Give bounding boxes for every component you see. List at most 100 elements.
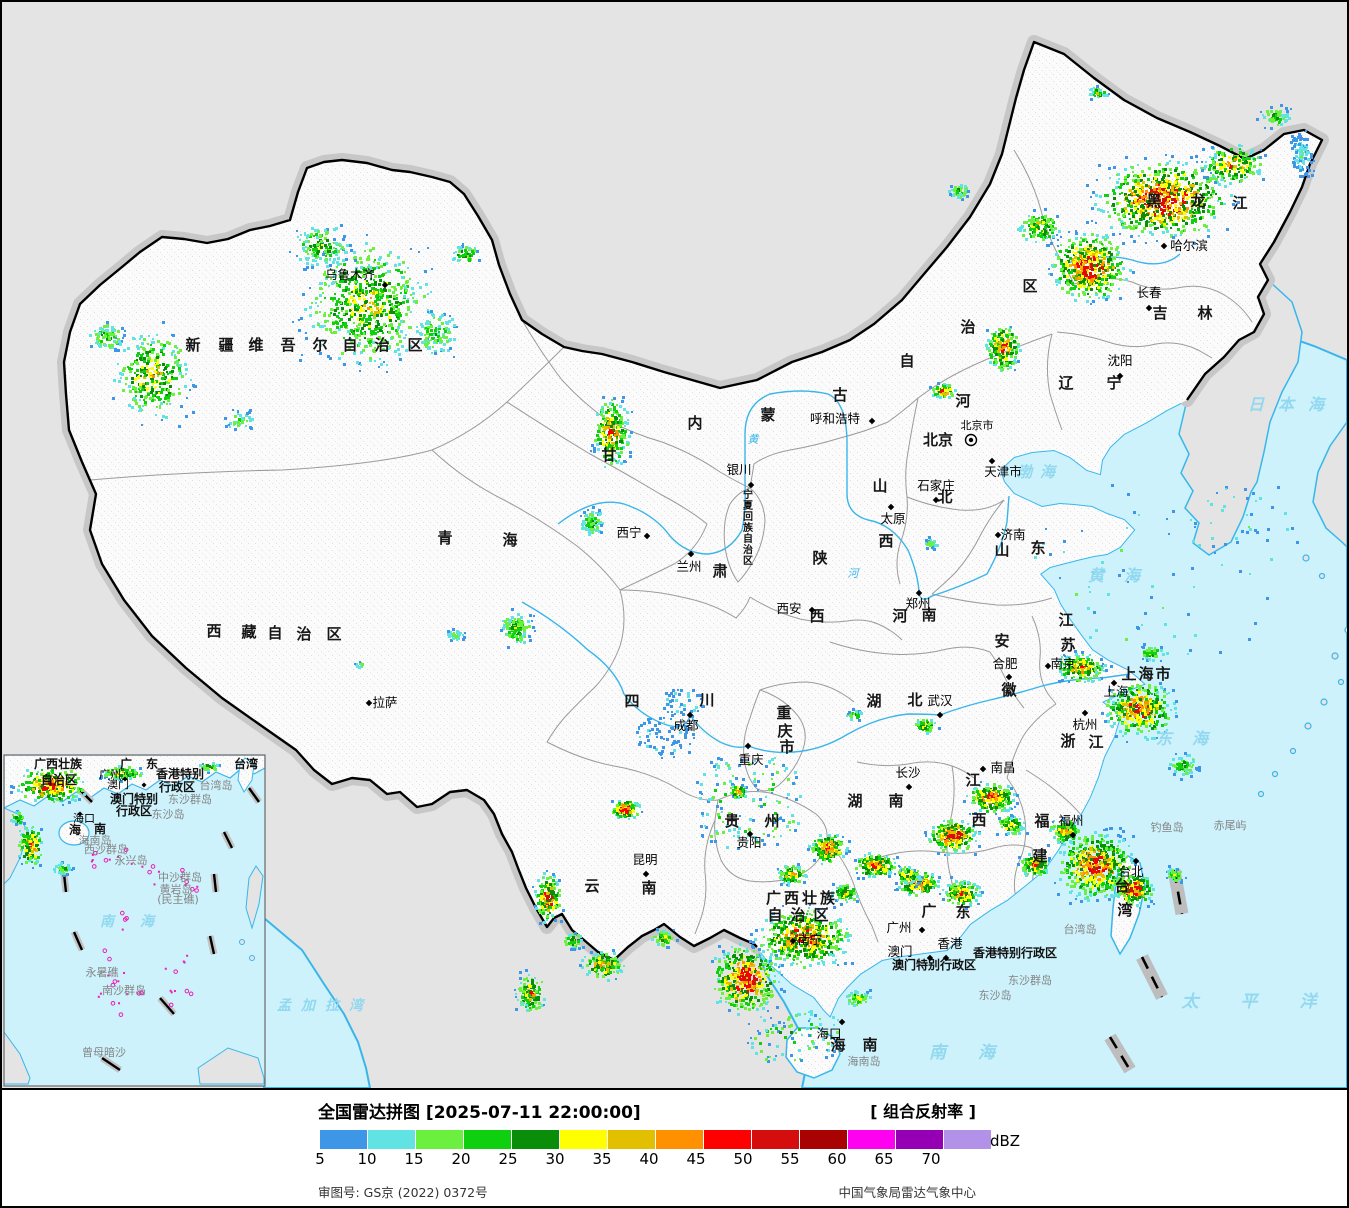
inset-label: 东沙群岛 <box>168 792 212 806</box>
legend-value: 15 <box>404 1150 424 1168</box>
city-label: 银川 <box>726 462 751 477</box>
sea-label: 太平洋 <box>1181 992 1348 1012</box>
province-label: 新 <box>185 336 200 354</box>
province-label: 湖 <box>866 692 881 710</box>
province-label: 青 <box>437 529 452 547</box>
map-approval-number: 审图号: GS京 (2022) 0372号 <box>318 1185 488 1200</box>
island-label: 海南岛 <box>848 1054 881 1068</box>
island-label: 钓鱼岛 <box>1151 820 1184 834</box>
legend-swatch <box>415 1130 463 1149</box>
city-marker <box>141 782 147 788</box>
legend-swatch <box>367 1130 415 1149</box>
radar-echoes <box>89 85 1315 1063</box>
city-marker <box>1069 831 1077 839</box>
inset-dash <box>72 931 84 951</box>
province-label: 川 <box>698 691 714 709</box>
inset-hainan <box>58 820 90 846</box>
city-label: 澳门 <box>887 944 912 959</box>
city-marker <box>642 870 650 878</box>
city-label: 成都 <box>673 718 699 733</box>
island <box>1289 747 1297 755</box>
city-label: 天津市 <box>984 464 1022 479</box>
province-label: 山 <box>994 541 1009 559</box>
city-label: 武汉 <box>927 693 953 708</box>
inset-label: 海口 <box>73 811 95 825</box>
inset-label: 黄岩岛 <box>160 882 193 896</box>
dash-line <box>1108 1036 1132 1071</box>
capital-symbol-core <box>968 437 974 443</box>
city-label: 西安 <box>776 601 801 616</box>
province-label: 南 <box>888 792 903 810</box>
province-label: 市 <box>779 738 794 756</box>
legend-swatch <box>607 1130 655 1149</box>
legend-value: 10 <box>357 1150 377 1168</box>
inset-dash <box>159 997 175 1015</box>
city-label: 香港 <box>937 936 963 951</box>
province-label: 自 <box>342 336 357 354</box>
island-label: 东沙群岛 <box>1008 973 1052 987</box>
city-marker <box>1005 673 1013 681</box>
city-marker <box>686 711 694 719</box>
city-label: 太原 <box>880 511 905 526</box>
city-marker <box>643 532 651 540</box>
inset-label: 南 <box>94 821 106 836</box>
city-marker <box>979 765 987 773</box>
island <box>1320 698 1328 706</box>
capital-sub-label: 北京市 <box>961 418 994 432</box>
inset-border <box>3 754 266 1087</box>
province-label: 区 <box>326 625 341 643</box>
province-label: 北 <box>907 691 922 709</box>
island <box>1302 554 1310 562</box>
province-label: 甘 <box>601 446 616 464</box>
city-label: 哈尔滨 <box>1170 238 1208 253</box>
province-label: 自治区 <box>767 906 836 924</box>
province-label: 治 <box>374 336 389 354</box>
island-label: 东沙岛 <box>979 988 1012 1002</box>
legend-value: 30 <box>545 1150 565 1168</box>
province-label: 贵 <box>724 812 739 830</box>
province-label: 黑 <box>1146 192 1161 210</box>
inset-sea-label: 南海 <box>100 913 180 930</box>
city-marker <box>1145 304 1153 312</box>
city-marker <box>687 550 695 558</box>
inset-label: (民主礁) <box>157 892 199 906</box>
island <box>1344 626 1347 634</box>
inset-malay <box>4 1031 31 1085</box>
legend-swatch <box>559 1130 607 1149</box>
national-border <box>62 40 1324 962</box>
inset-borneo <box>197 1047 265 1085</box>
product-label: [ 组合反射率 ] <box>870 1102 976 1121</box>
province-label: 湖 <box>847 792 862 810</box>
inset-taiwan <box>237 757 255 793</box>
city-marker <box>365 699 373 707</box>
city-label: 杭州 <box>1072 717 1097 732</box>
city-marker <box>905 783 913 791</box>
province-label: 江 <box>965 771 980 789</box>
city-marker <box>744 742 752 750</box>
city-label: 济南 <box>1000 527 1025 542</box>
province-label: 区 <box>407 336 422 354</box>
city-label: 郑州 <box>905 596 930 611</box>
legend-value: 25 <box>498 1150 518 1168</box>
province-label: 江 <box>1232 194 1247 212</box>
province-label: 海 <box>502 531 517 549</box>
province-label: 吾 <box>280 336 295 354</box>
city-label: 重庆 <box>738 752 764 767</box>
province-label: 河 <box>892 607 907 625</box>
city-label: 昆明 <box>632 852 657 867</box>
city-label: 长沙 <box>895 765 921 780</box>
province-label: 海 <box>830 1036 845 1054</box>
inset-label: 东 <box>146 756 158 771</box>
sea-label: 南海 <box>929 1043 1027 1063</box>
province-label: 尔 <box>312 336 327 354</box>
island-label: 赤尾屿 <box>1214 819 1247 832</box>
city-marker <box>381 281 389 289</box>
province-label: 区 <box>1022 277 1037 295</box>
inset-label: 行政区 <box>115 803 152 818</box>
city-marker <box>936 711 944 719</box>
city-marker <box>887 503 895 511</box>
island <box>1337 678 1345 686</box>
sea-label: 东海 <box>1156 729 1228 748</box>
inset-label: 永暑礁 <box>86 965 119 979</box>
